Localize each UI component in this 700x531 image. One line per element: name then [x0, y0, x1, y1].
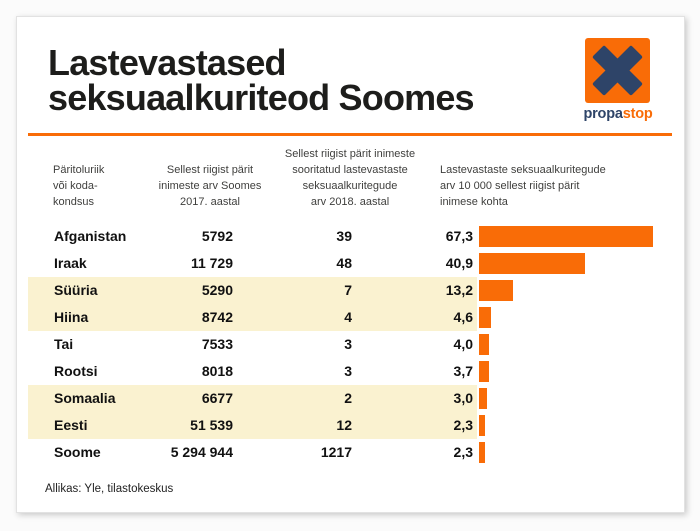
brand-text: propastop [568, 106, 668, 122]
population-cell: 6677 [201, 390, 233, 406]
row-highlight-band [28, 412, 477, 439]
row-highlight-band [28, 385, 477, 412]
header-crimes: Sellest riigist pärit inimeste sooritatu… [284, 148, 416, 208]
header-population: Sellest riigist pärit inimeste arv Soome… [158, 164, 262, 208]
header-rate: Lastevastaste seksuaalkuritegude arv 10 … [440, 164, 606, 208]
table-row: Afganistan 5792 39 67,3 [28, 223, 674, 250]
table-row: Iraak 11 729 48 40,9 [28, 250, 674, 277]
population-cell: 8742 [201, 309, 233, 325]
rate-bar [479, 334, 489, 355]
rate-bar [479, 280, 513, 301]
rate-bar [479, 415, 485, 436]
rate-cell: 3,7 [453, 363, 473, 379]
page-title: Lastevastased seksuaalkuriteod Soomes [48, 42, 475, 118]
table-row: Tai 7533 3 4,0 [28, 331, 674, 358]
population-cell: 8018 [201, 363, 233, 379]
population-cell: 5290 [201, 282, 233, 298]
brand-propa: propa [583, 106, 623, 122]
table-row: Somaalia 6677 2 3,0 [28, 385, 674, 412]
rate-cell: 3,0 [453, 390, 473, 406]
rate-cell: 40,9 [445, 255, 473, 271]
crimes-cell: 3 [344, 336, 352, 352]
infographic-card: Lastevastased seksuaalkuriteod Soomes pr… [16, 16, 685, 513]
population-cell: 51 539 [190, 417, 233, 433]
rate-cell: 13,2 [445, 282, 473, 298]
country-cell: Hiina [54, 309, 89, 325]
rate-cell: 4,0 [453, 336, 473, 352]
brand-stop: stop [622, 106, 653, 122]
rate-cell: 4,6 [453, 309, 473, 325]
header-country: Päritoluriik või koda- kondsus [53, 164, 105, 208]
crimes-cell: 39 [336, 228, 352, 244]
source-text: Allikas: Yle, tilastokeskus [45, 483, 174, 495]
table-body: Afganistan 5792 39 67,3 Iraak 11 729 48 … [28, 223, 674, 466]
table-row: Hiina 8742 4 4,6 [28, 304, 674, 331]
country-cell: Soome [54, 444, 101, 460]
country-cell: Iraak [54, 255, 87, 271]
population-cell: 7533 [201, 336, 233, 352]
country-cell: Süüria [54, 282, 98, 298]
x-cross-icon [592, 45, 643, 96]
crimes-cell: 2 [344, 390, 352, 406]
country-cell: Somaalia [54, 390, 116, 406]
crimes-cell: 12 [336, 417, 352, 433]
crimes-cell: 1217 [320, 444, 352, 460]
propastop-logo [585, 38, 650, 103]
country-cell: Rootsi [54, 363, 98, 379]
rate-bar [479, 442, 485, 463]
rate-cell: 67,3 [445, 228, 473, 244]
row-highlight-band [28, 277, 477, 304]
rate-bar [479, 388, 487, 409]
crimes-cell: 48 [336, 255, 352, 271]
table-row: Süüria 5290 7 13,2 [28, 277, 674, 304]
rate-cell: 2,3 [453, 444, 473, 460]
population-cell: 11 729 [190, 255, 233, 271]
rate-bar [479, 307, 491, 328]
rate-bar [479, 226, 653, 247]
crimes-cell: 4 [344, 309, 352, 325]
rate-bar [479, 253, 585, 274]
divider-line [28, 133, 672, 136]
population-cell: 5 294 944 [170, 444, 233, 460]
table-row: Rootsi 8018 3 3,7 [28, 358, 674, 385]
row-highlight-band [28, 304, 477, 331]
country-cell: Tai [54, 336, 74, 352]
country-cell: Afganistan [54, 228, 127, 244]
country-cell: Eesti [54, 417, 88, 433]
crimes-cell: 3 [344, 363, 352, 379]
rate-cell: 2,3 [453, 417, 473, 433]
population-cell: 5792 [201, 228, 233, 244]
table-row: Eesti 51 539 12 2,3 [28, 412, 674, 439]
table-row: Soome 5 294 944 1217 2,3 [28, 439, 674, 466]
crimes-cell: 7 [344, 282, 352, 298]
rate-bar [479, 361, 489, 382]
